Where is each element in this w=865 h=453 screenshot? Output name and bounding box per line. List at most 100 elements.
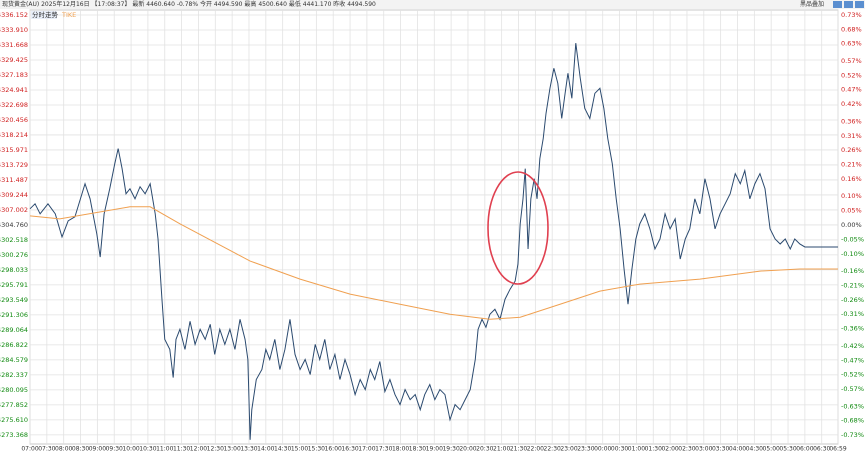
x-tick-label: 21:30 xyxy=(510,446,527,453)
x-tick-label: 01:00 xyxy=(628,446,645,453)
x-tick-label: 05:00 xyxy=(763,446,780,453)
x-tick-label: 14:00 xyxy=(257,446,274,453)
y-tick-label: 4333.910 xyxy=(0,26,28,34)
y2-tick-label: 0.26% xyxy=(841,146,862,154)
y-tick-label: 4302.518 xyxy=(0,236,28,244)
y-tick-label: 4275.610 xyxy=(0,416,28,424)
lines xyxy=(29,43,838,440)
y2-tick-label: -0.31% xyxy=(841,310,864,318)
y-tick-label: 4280.095 xyxy=(0,386,28,394)
y-tick-label: 4307.002 xyxy=(0,206,28,214)
x-tick-label: 06:59 xyxy=(829,446,846,453)
x-tick-label: 07:00 xyxy=(21,446,38,453)
x-tick-label: 20:30 xyxy=(476,446,493,453)
x-tick-label: 06:30 xyxy=(813,446,830,453)
y2-tick-label: 0.63% xyxy=(841,40,862,48)
grid xyxy=(29,10,839,444)
x-tick-label: 06:00 xyxy=(796,446,813,453)
x-tick-label: 10:00 xyxy=(122,446,139,453)
x-tick-label: 08:30 xyxy=(72,446,89,453)
x-tick-label: 16:00 xyxy=(325,446,342,453)
x-tick-label: 03:30 xyxy=(712,446,729,453)
x-tick-label: 09:30 xyxy=(106,446,123,453)
x-tick-label: 19:00 xyxy=(426,446,443,453)
x-tick-label: 17:00 xyxy=(358,446,375,453)
x-tick-label: 15:30 xyxy=(308,446,325,453)
y-tick-label: 4295.791 xyxy=(0,281,28,289)
y2-tick-label: 0.52% xyxy=(841,71,862,79)
x-tick-label: 09:00 xyxy=(89,446,106,453)
x-tick-label: 12:00 xyxy=(190,446,207,453)
x-tick-label: 01:30 xyxy=(645,446,662,453)
x-tick-label: 18:00 xyxy=(392,446,409,453)
header-bar xyxy=(0,0,865,9)
x-tick-label: 18:30 xyxy=(409,446,426,453)
y-tick-label: 4289.064 xyxy=(0,326,28,334)
x-tick-label: 20:00 xyxy=(459,446,476,453)
x-tick-label: 23:30 xyxy=(577,446,594,453)
x-tick-label: 19:30 xyxy=(442,446,459,453)
x-tick-label: 02:30 xyxy=(678,446,695,453)
x-tick-label: 22:30 xyxy=(544,446,561,453)
y2-tick-label: 0.68% xyxy=(841,25,862,33)
y-tick-label: 4273.368 xyxy=(0,431,28,439)
x-tick-label: 21:00 xyxy=(493,446,510,453)
y2-tick-label: 0.47% xyxy=(841,86,862,94)
y2-tick-label: -0.36% xyxy=(841,325,864,333)
x-tick-label: 13:30 xyxy=(240,446,257,453)
y-tick-label: 4324.941 xyxy=(0,86,28,94)
legend: TIKE xyxy=(61,11,76,19)
y2-tick-label: -0.10% xyxy=(841,250,864,258)
y2-tick-label: 0.57% xyxy=(841,57,862,65)
x-tick-label: 03:00 xyxy=(695,446,712,453)
series-line xyxy=(29,206,838,320)
x-tick-label: 08:00 xyxy=(55,446,72,453)
x-tick-label: 10:30 xyxy=(139,446,156,453)
y2-tick-label: 0.10% xyxy=(841,192,862,200)
x-tick-label: 04:00 xyxy=(729,446,746,453)
y-tick-label: 4277.852 xyxy=(0,401,28,409)
y2-tick-label: -0.42% xyxy=(841,342,864,350)
x-tick-label: 17:30 xyxy=(375,446,392,453)
y-tick-label: 4315.971 xyxy=(0,146,28,154)
y2-tick-label: 0.73% xyxy=(841,11,862,19)
y-tick-label: 4320.456 xyxy=(0,116,28,124)
y2-tick-label: -0.57% xyxy=(841,385,864,393)
y-tick-label: 4309.244 xyxy=(0,191,28,199)
y2-tick-label: -0.16% xyxy=(841,267,864,275)
x-tick-label: 15:00 xyxy=(291,446,308,453)
y2-tick-label: -0.63% xyxy=(841,402,864,410)
series-line xyxy=(29,43,838,440)
legend-label: TIKE xyxy=(61,11,76,19)
y2-tick-label: 0.00% xyxy=(841,221,862,229)
y-tick-label: 4286.822 xyxy=(0,341,28,349)
y-tick-label: 4322.698 xyxy=(0,101,28,109)
y2-tick-label: 0.31% xyxy=(841,132,862,140)
y2-tick-label: 0.36% xyxy=(841,117,862,125)
icon-button[interactable] xyxy=(833,1,842,8)
y-tick-label: 4304.760 xyxy=(0,221,28,229)
y2-tick-label: -0.21% xyxy=(841,281,864,289)
y-tick-label: 4293.549 xyxy=(0,296,28,304)
overlay-button[interactable]: 黑品叠加 xyxy=(800,0,824,8)
x-tick-label: 22:00 xyxy=(527,446,544,453)
y-tick-label: 4327.183 xyxy=(0,71,28,79)
x-tick-label: 14:30 xyxy=(274,446,291,453)
y-tick-label: 4284.579 xyxy=(0,356,28,364)
y-tick-label: 4282.337 xyxy=(0,371,28,379)
x-tick-label: 05:30 xyxy=(779,446,796,453)
y-tick-label: 4313.729 xyxy=(0,161,28,169)
y2-tick-label: -0.68% xyxy=(841,417,864,425)
y2-tick-label: 0.05% xyxy=(841,207,862,215)
icon-button[interactable] xyxy=(855,1,864,8)
chart-subtitle: 分时走势 xyxy=(32,10,59,19)
icon-button[interactable] xyxy=(844,1,853,8)
x-tick-label: 11:30 xyxy=(173,446,190,453)
x-tick-label: 12:30 xyxy=(207,446,224,453)
y-tick-label: 4300.276 xyxy=(0,251,28,259)
y-tick-label: 4331.668 xyxy=(0,41,28,49)
y2-tick-label: -0.05% xyxy=(841,235,864,243)
y-tick-label: 4311.487 xyxy=(0,176,28,184)
x-tick-label: 02:00 xyxy=(661,446,678,453)
